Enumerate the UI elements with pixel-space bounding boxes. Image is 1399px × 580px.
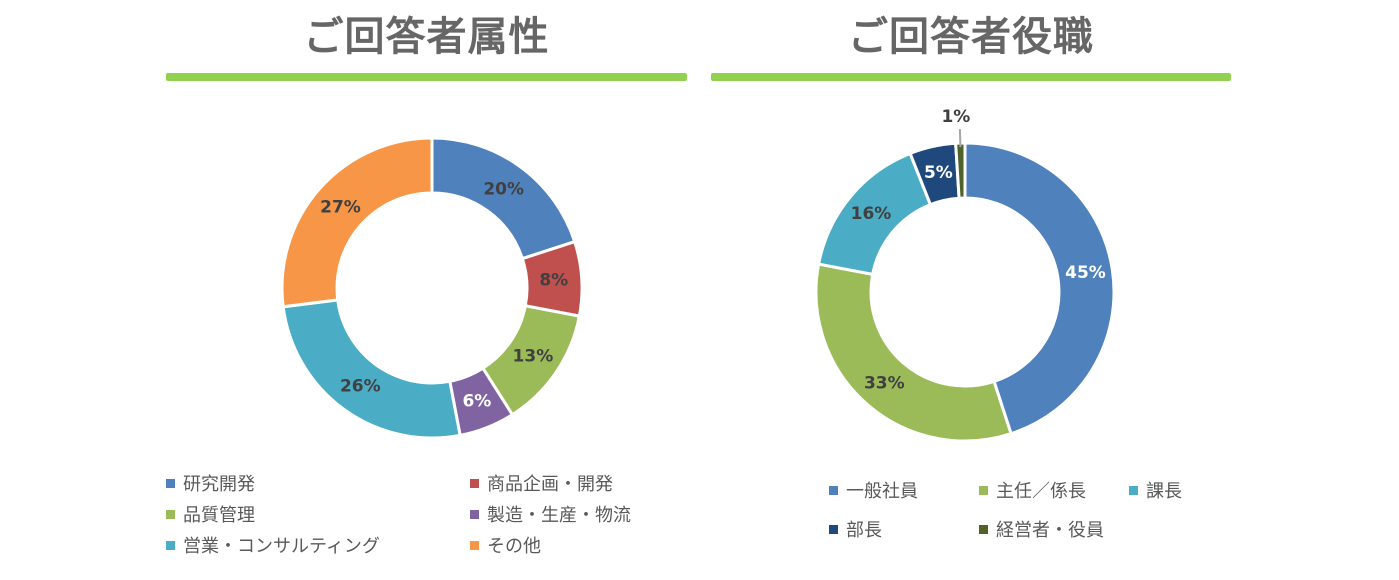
legend-label: 課長: [1146, 481, 1182, 502]
title-underline-attributes: [166, 73, 687, 81]
data-label: 5%: [924, 163, 953, 183]
legend-item: 一般社員: [829, 477, 918, 503]
legend-swatch: [166, 540, 175, 550]
legend-swatch: [470, 509, 479, 519]
legend-item: 営業・コンサルティング: [166, 532, 380, 558]
legend-item: 経営者・役員: [979, 516, 1104, 542]
data-label: 33%: [864, 374, 905, 394]
donut-slice: [281, 298, 462, 440]
legend-label: 研究開発: [183, 474, 255, 495]
legend-item: 製造・生産・物流: [470, 501, 631, 527]
legend-swatch: [470, 540, 479, 550]
donut-slice: [963, 141, 1116, 436]
data-label: 16%: [851, 204, 892, 224]
legend-label: 営業・コンサルティング: [183, 536, 380, 557]
legend-swatch: [829, 524, 838, 534]
legend-label: 部長: [846, 520, 882, 541]
legend-item: 品質管理: [166, 501, 255, 527]
legend-label: 主任／係長: [996, 481, 1086, 502]
chart-panel-attributes: ご回答者属性 20% 8% 13% 6% 26% 27% 研究開発 商品企画・開発品質管理 製…: [166, 0, 687, 580]
legend-swatch: [1129, 485, 1138, 495]
donut-slice: [814, 262, 1013, 443]
legend-label: 経営者・役員: [996, 520, 1104, 541]
title-underline-positions: [711, 73, 1231, 81]
legend-swatch: [829, 485, 838, 495]
donut-slice: [280, 136, 434, 309]
data-label-leader-line: [958, 129, 962, 148]
legend-item: 研究開発: [166, 470, 255, 496]
legend-swatch: [979, 485, 988, 495]
legend-swatch: [166, 478, 175, 488]
donut-chart-attributes: 20% 8% 13% 6% 26% 27%: [280, 136, 584, 440]
legend-label: 品質管理: [183, 505, 255, 526]
data-label: 26%: [340, 377, 381, 397]
chart-title-attributes: ご回答者属性: [303, 14, 550, 60]
legend-item: 課長: [1129, 477, 1182, 503]
legend-item: 部長: [829, 516, 882, 542]
legend-label: その他: [487, 536, 541, 557]
chart-panel-positions: ご回答者役職 45% 33% 16% 5% 1% 一般社員 主任／係長 課長部長 経営者・役員: [711, 0, 1231, 580]
legend-item: その他: [470, 532, 541, 558]
legend-label: 商品企画・開発: [487, 474, 613, 495]
legend-label: 一般社員: [846, 481, 918, 502]
data-label: 45%: [1065, 263, 1106, 283]
donut-chart-positions: 45% 33% 16% 5% 1%: [814, 107, 1116, 443]
data-label: 6%: [462, 391, 491, 411]
legend-swatch: [166, 509, 175, 519]
data-label: 27%: [320, 197, 361, 217]
data-label: 8%: [539, 270, 568, 290]
donut-slice: [954, 141, 967, 200]
data-label: 13%: [513, 347, 554, 367]
data-label: 1%: [941, 107, 970, 127]
legend-label: 製造・生産・物流: [487, 505, 631, 526]
data-label: 20%: [483, 179, 524, 199]
legend-item: 主任／係長: [979, 477, 1086, 503]
legend-item: 商品企画・開発: [470, 470, 613, 496]
legend-swatch: [470, 478, 479, 488]
chart-title-positions: ご回答者役職: [848, 14, 1094, 60]
legend-swatch: [979, 524, 988, 534]
